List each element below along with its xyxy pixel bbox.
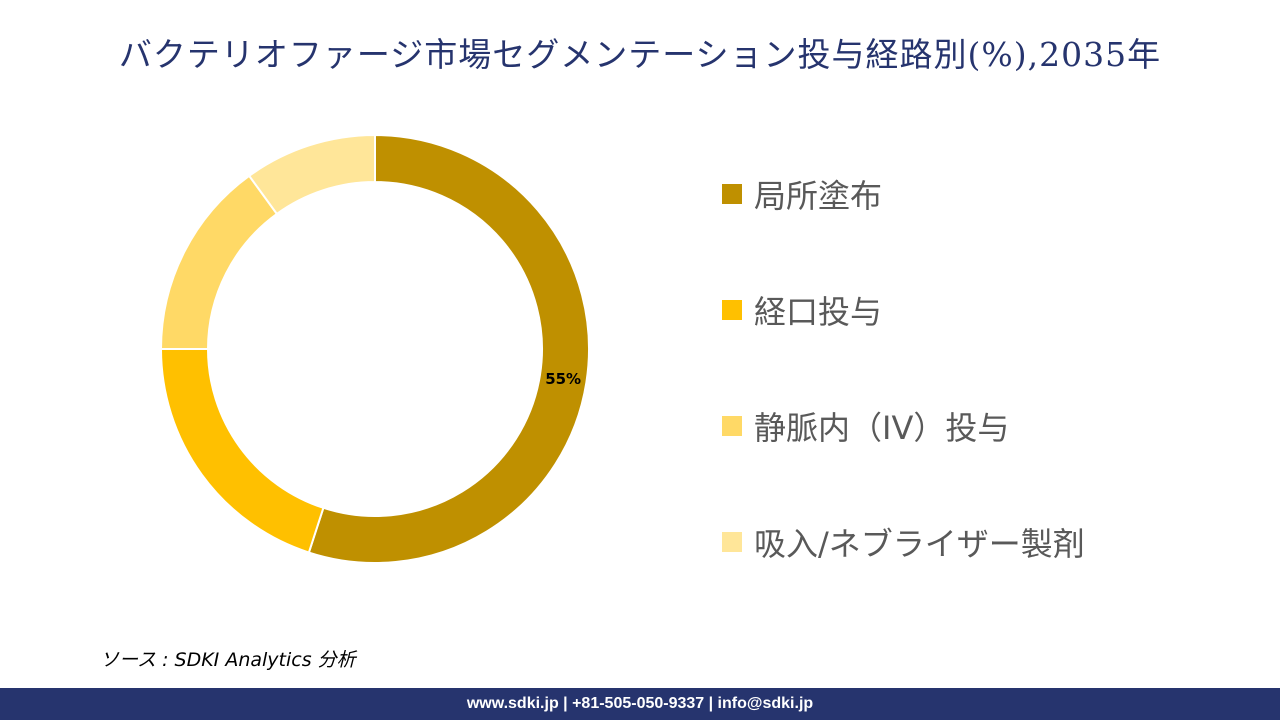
donut-slices xyxy=(159,133,590,564)
legend-swatch-topical xyxy=(722,184,742,204)
legend-label-oral: 経口投与 xyxy=(754,293,883,331)
donut-slice-oral xyxy=(159,348,325,554)
legend-label-intravenous: 静脈内（IV）投与 xyxy=(754,409,1010,447)
donut-slice-intravenous xyxy=(159,174,279,350)
legend: 局所塗布 経口投与 静脈内（IV）投与 吸入/ネブライザー製剤 xyxy=(722,170,1085,566)
legend-item-inhalation: 吸入/ネブライザー製剤 xyxy=(722,518,1085,566)
legend-item-oral: 経口投与 xyxy=(722,286,1085,334)
donut-slice-inhalation xyxy=(247,133,376,216)
donut-slice-topical xyxy=(307,133,590,564)
legend-label-inhalation: 吸入/ネブライザー製剤 xyxy=(754,525,1085,563)
source-note: ソース : SDKI Analytics 分析 xyxy=(100,649,356,671)
donut-data-labels: 55% xyxy=(545,370,581,388)
legend-item-topical: 局所塗布 xyxy=(722,170,1085,218)
legend-swatch-oral xyxy=(722,300,742,320)
data-label-topical: 55% xyxy=(545,370,581,388)
legend-swatch-inhalation xyxy=(722,532,742,552)
legend-label-topical: 局所塗布 xyxy=(754,177,883,215)
legend-item-intravenous: 静脈内（IV）投与 xyxy=(722,402,1085,450)
legend-swatch-intravenous xyxy=(722,416,742,436)
footer-contact-bar: www.sdki.jp | +81-505-050-9337 | info@sd… xyxy=(0,688,1280,720)
chart-title: バクテリオファージ市場セグメンテーション投与経路別(%),2035年 xyxy=(118,35,1162,74)
